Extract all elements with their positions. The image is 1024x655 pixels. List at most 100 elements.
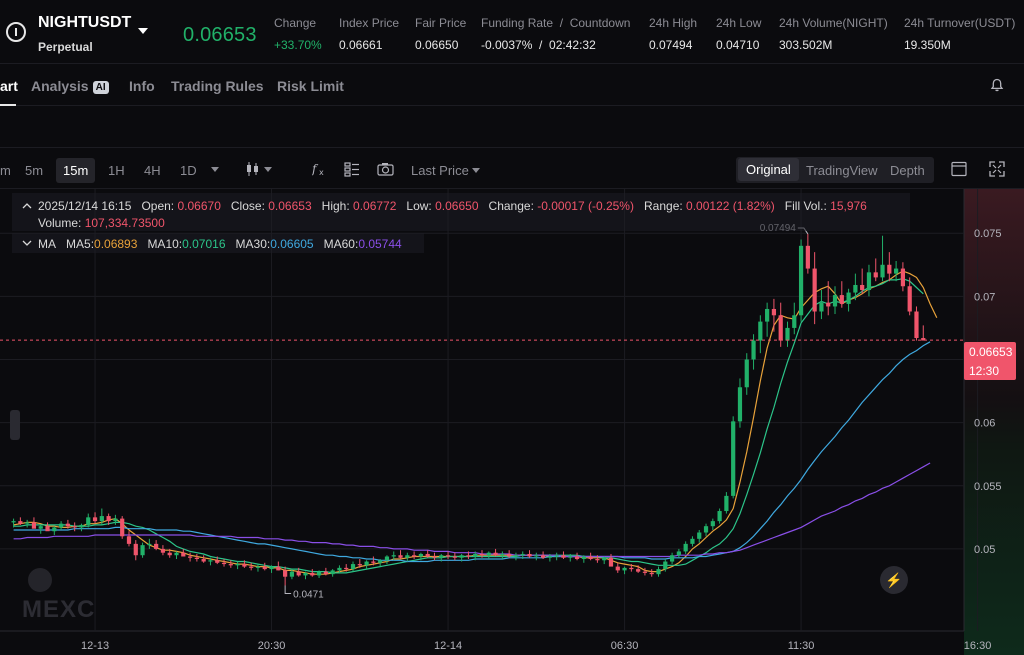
- timeframe-4h[interactable]: 4H: [144, 163, 161, 178]
- bell-icon[interactable]: [990, 78, 1004, 92]
- price-tick-label: 0.075: [974, 228, 1002, 240]
- candle-down: [900, 268, 906, 287]
- candle-up: [439, 555, 444, 558]
- time-tick-label: 16:30: [964, 640, 992, 652]
- layout-icon[interactable]: [344, 161, 360, 177]
- timeframe-1m[interactable]: m: [0, 163, 11, 178]
- panel-tabs: art Analysis AI Info Trading Rules Risk L…: [0, 64, 1024, 106]
- stat-value: 0.06650: [415, 38, 459, 52]
- tab-chart[interactable]: art: [0, 78, 18, 94]
- symbol-selector[interactable]: NIGHTUSDT: [38, 14, 132, 31]
- stat-label: 24h High: [649, 16, 698, 30]
- candle-up: [731, 421, 736, 496]
- price-tick-label: 0.07: [974, 291, 995, 303]
- timeframe-1d[interactable]: 1D: [180, 163, 197, 178]
- stat-label: Index Price: [339, 16, 400, 30]
- candle-down: [425, 553, 430, 557]
- quick-trade-button[interactable]: ⚡: [880, 566, 908, 594]
- low-marker: [284, 585, 292, 595]
- candle-up: [520, 553, 525, 556]
- candle-up: [894, 268, 899, 274]
- collapse-legend-icon[interactable]: [22, 202, 32, 210]
- current-price-label: 0.06653: [969, 345, 1013, 359]
- exchange-watermark: MEXC: [22, 596, 96, 623]
- chevron-down-icon[interactable]: [138, 28, 148, 34]
- tab-trading-rules[interactable]: Trading Rules: [171, 78, 264, 94]
- candle-down: [181, 552, 186, 557]
- candle-down: [194, 557, 199, 560]
- indicator-fx-icon[interactable]: f x: [312, 161, 328, 177]
- ma60-value: 0.05744: [358, 237, 402, 251]
- tab-analysis[interactable]: Analysis AI: [31, 78, 109, 94]
- window-icon[interactable]: [951, 161, 967, 177]
- candle-down: [452, 556, 457, 558]
- candle-up: [581, 556, 586, 560]
- fullscreen-icon[interactable]: [989, 161, 1005, 177]
- ma60-line: [13, 462, 931, 558]
- ma-legend-panel: [12, 233, 424, 253]
- candle-down: [608, 557, 614, 567]
- candle-type-dropdown[interactable]: [261, 161, 272, 177]
- candle-up: [798, 245, 804, 316]
- stat-label: 24h Turnover(USDT): [904, 16, 1016, 30]
- candle-down: [167, 552, 172, 556]
- candle-down: [228, 564, 233, 566]
- svg-text:f: f: [312, 162, 319, 176]
- candle-down: [215, 560, 220, 563]
- candle-up: [337, 567, 342, 571]
- drawing-panel-toggle[interactable]: [10, 410, 20, 440]
- candle-up: [880, 264, 885, 278]
- candle-down: [642, 571, 648, 573]
- timeframe-5m[interactable]: 5m: [25, 163, 44, 178]
- legend-close: 0.06653: [268, 199, 312, 213]
- candle-up: [853, 284, 858, 293]
- candle-up: [99, 516, 104, 522]
- view-depth[interactable]: Depth: [890, 163, 925, 178]
- collapse-ma-icon[interactable]: [22, 239, 32, 247]
- view-original[interactable]: Original: [738, 158, 799, 181]
- candle-up: [554, 555, 559, 557]
- candle-up: [174, 552, 179, 556]
- price-type-selector[interactable]: Last Price: [411, 163, 480, 178]
- candle-down: [65, 523, 70, 527]
- ma30-value: 0.06605: [270, 237, 314, 251]
- candle-up: [58, 523, 64, 528]
- stat-value: +33.70%: [274, 38, 322, 52]
- timeframe-more-button[interactable]: [208, 161, 219, 177]
- ma-indicator-label[interactable]: MA: [38, 237, 56, 251]
- view-tradingview[interactable]: TradingView: [806, 163, 878, 178]
- candle-down: [45, 526, 50, 532]
- candle-down: [72, 526, 77, 528]
- price-axis-panel: [964, 189, 1024, 655]
- contract-type: Perpetual: [38, 40, 93, 54]
- screenshot-button[interactable]: [28, 568, 52, 592]
- legend-date: 2025/12/14 16:15: [38, 199, 132, 213]
- chevron-down-icon: [471, 168, 480, 173]
- candle-down: [493, 552, 498, 556]
- low-label: 0.0471: [293, 590, 324, 601]
- info-icon[interactable]: [6, 22, 26, 42]
- stat-funding-rate[interactable]: Funding Rate / Countdown -0.0037% / 02:4…: [481, 16, 630, 52]
- timeframe-15m[interactable]: 15m: [56, 158, 96, 183]
- chart-grid: [0, 189, 979, 631]
- candle-up: [785, 327, 790, 341]
- candle-down: [133, 543, 138, 556]
- tab-info[interactable]: Info: [129, 78, 155, 94]
- time-axis-ticks: 12-13 20:30 12-14 06:30 11:30 16:30: [81, 640, 991, 652]
- stat-24h-turnover: 24h Turnover(USDT) 19.350M: [904, 16, 1015, 52]
- candle-type-icon[interactable]: [244, 161, 262, 177]
- candle-down: [812, 268, 817, 312]
- timeframe-1h[interactable]: 1H: [108, 163, 125, 178]
- candle-up: [330, 570, 335, 575]
- candle-up: [758, 321, 763, 341]
- svg-text:x: x: [319, 168, 324, 177]
- candle-down: [649, 572, 654, 575]
- candle-down: [636, 569, 641, 572]
- candle-up: [364, 561, 369, 566]
- candle-down: [887, 264, 892, 274]
- camera-icon[interactable]: [377, 161, 394, 177]
- candle-up: [418, 553, 424, 557]
- candle-down: [839, 295, 844, 304]
- tab-risk-limit[interactable]: Risk Limit: [277, 78, 344, 94]
